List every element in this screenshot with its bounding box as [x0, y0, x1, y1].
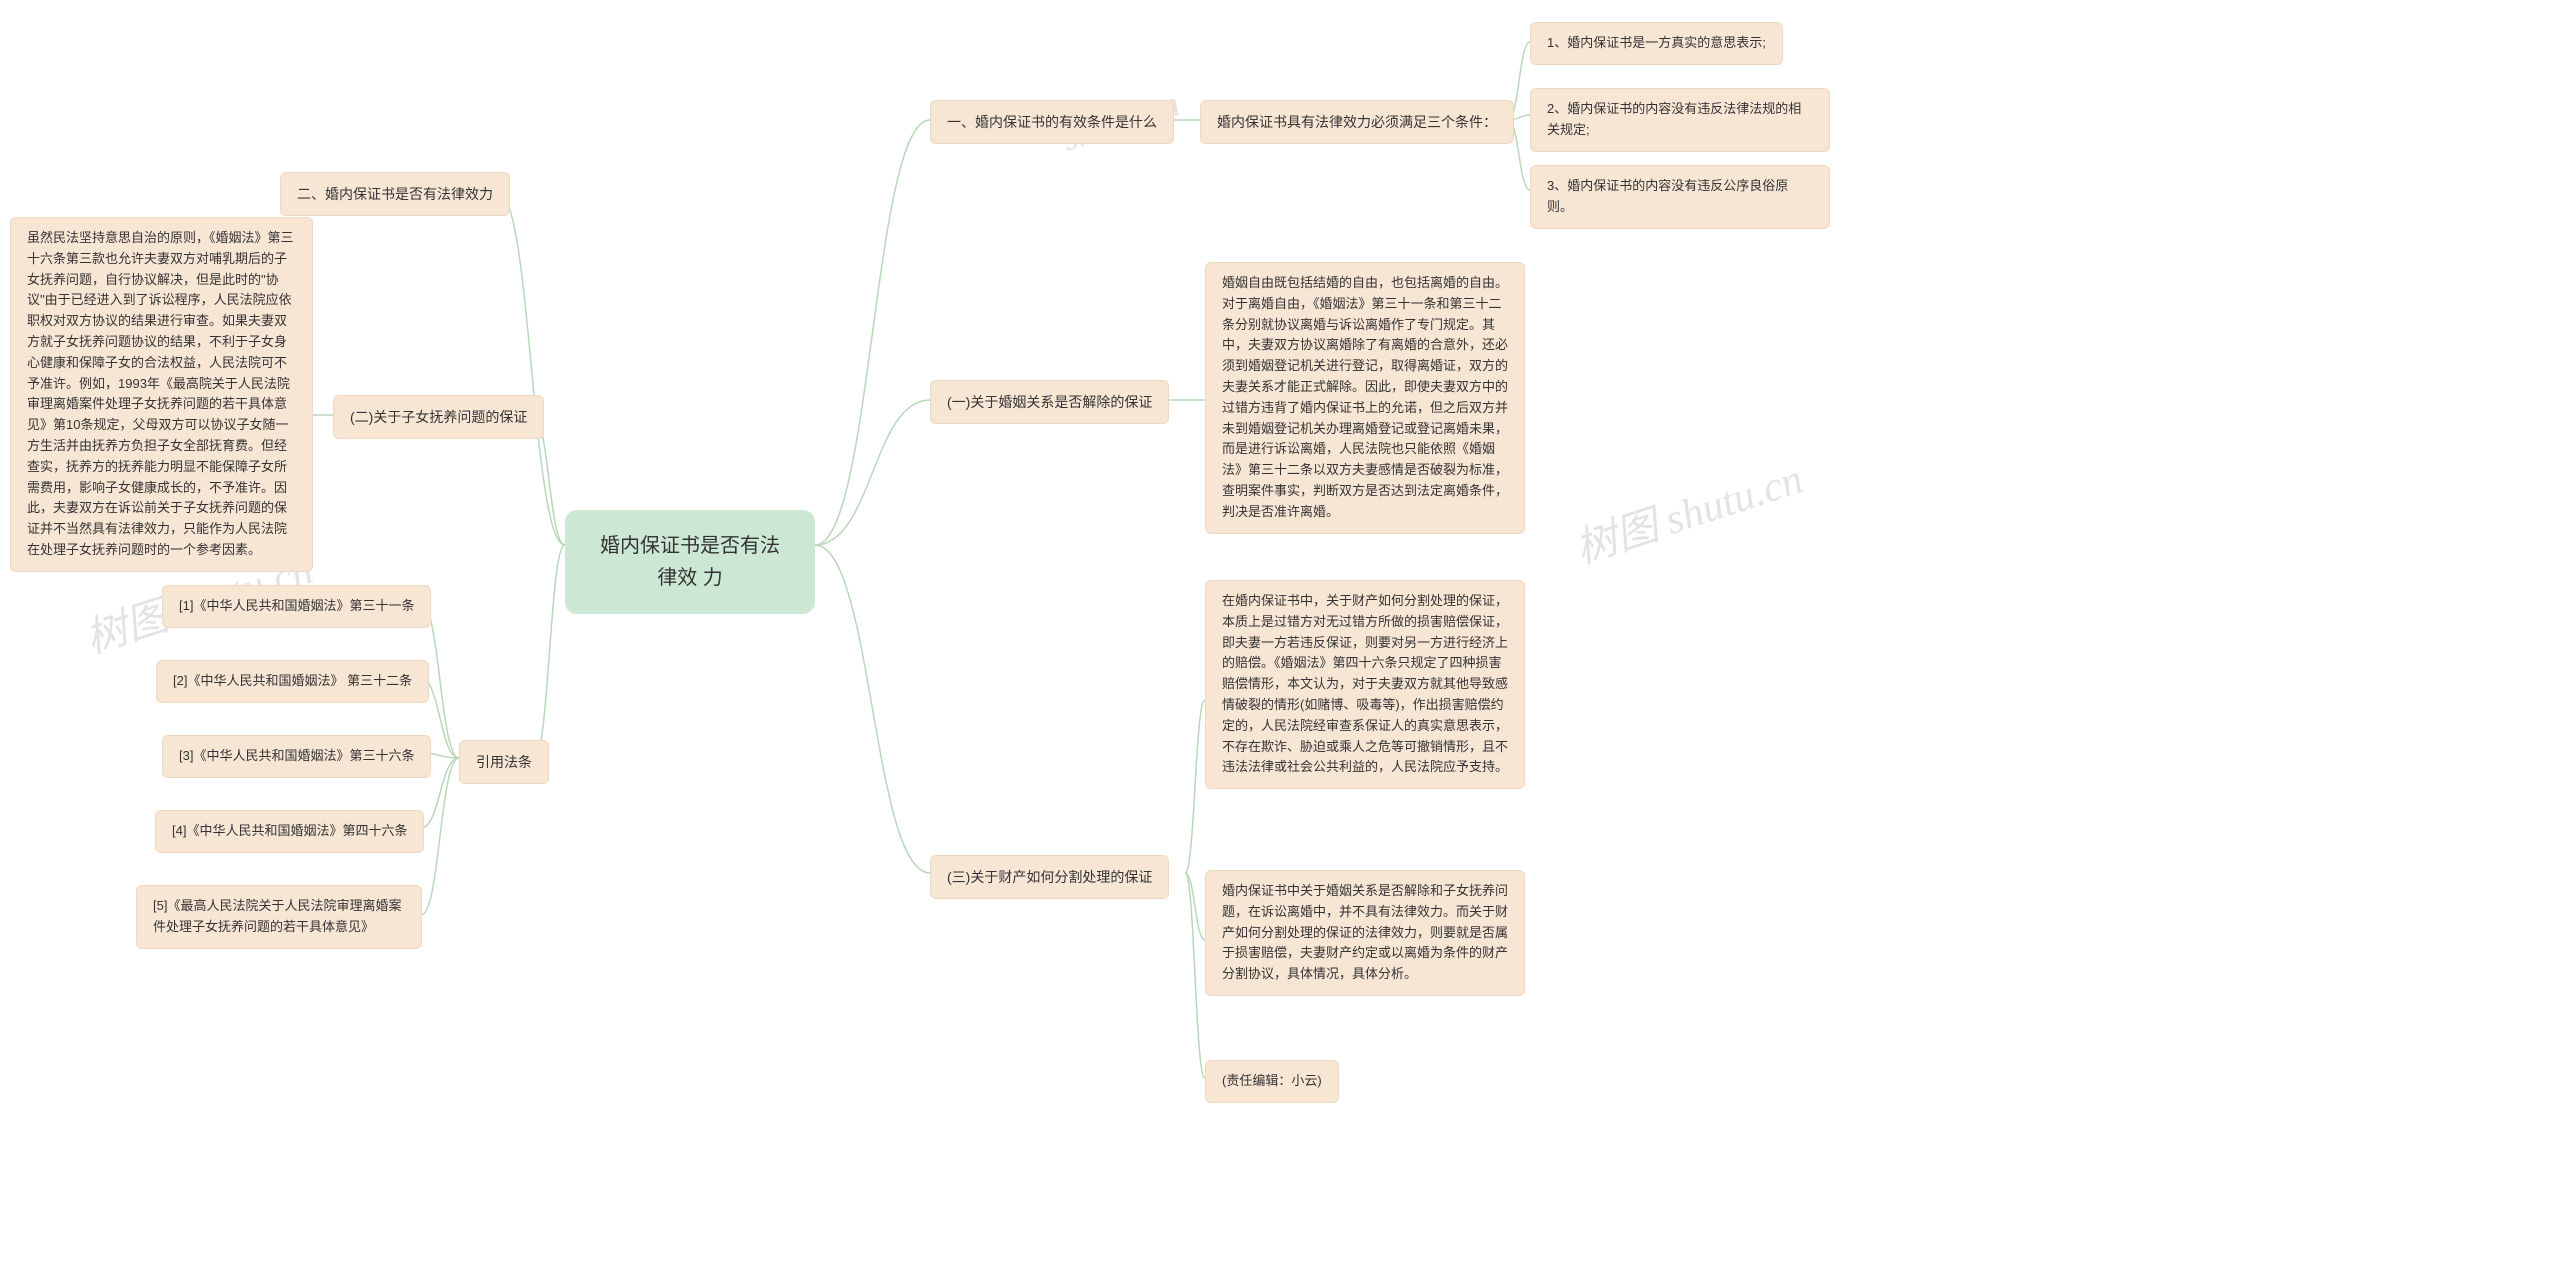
branch-conditions[interactable]: 一、婚内保证书的有效条件是什么 — [930, 100, 1174, 144]
leaf-cite-4[interactable]: [4]《中华人民共和国婚姻法》第四十六条 — [155, 810, 424, 853]
branch-conditions-intro[interactable]: 婚内保证书具有法律效力必须满足三个条件： — [1200, 100, 1514, 144]
leaf-cite-5[interactable]: [5]《最高人民法院关于人民法院审理离婚案件处理子女抚养问题的若干具体意见》 — [136, 885, 422, 949]
branch-legal-effect[interactable]: 二、婚内保证书是否有法律效力 — [280, 172, 510, 216]
leaf-property-2[interactable]: 婚内保证书中关于婚姻关系是否解除和子女抚养问题，在诉讼离婚中，并不具有法律效力。… — [1205, 870, 1525, 996]
leaf-cond-3[interactable]: 3、婚内保证书的内容没有违反公序良俗原则。 — [1530, 165, 1830, 229]
leaf-custody-detail[interactable]: 虽然民法坚持意思自治的原则，《婚姻法》第三十六条第三款也允许夫妻双方对哺乳期后的… — [10, 217, 313, 572]
watermark-3: 树图 shutu.cn — [1566, 445, 1809, 576]
branch-property[interactable]: (三)关于财产如何分割处理的保证 — [930, 855, 1169, 899]
branch-marriage-dissolve[interactable]: (一)关于婚姻关系是否解除的保证 — [930, 380, 1169, 424]
leaf-cite-3[interactable]: [3]《中华人民共和国婚姻法》第三十六条 — [162, 735, 431, 778]
root-node[interactable]: 婚内保证书是否有法律效 力 — [565, 510, 815, 614]
leaf-property-1[interactable]: 在婚内保证书中，关于财产如何分割处理的保证，本质上是过错方对无过错方所做的损害赔… — [1205, 580, 1525, 789]
leaf-marriage-dissolve-detail[interactable]: 婚姻自由既包括结婚的自由，也包括离婚的自由。对于离婚自由，《婚姻法》第三十一条和… — [1205, 262, 1525, 534]
leaf-cond-2[interactable]: 2、婚内保证书的内容没有违反法律法规的相关规定; — [1530, 88, 1830, 152]
branch-custody[interactable]: (二)关于子女抚养问题的保证 — [333, 395, 544, 439]
leaf-editor[interactable]: (责任编辑：小云) — [1205, 1060, 1339, 1103]
branch-citations[interactable]: 引用法条 — [459, 740, 549, 784]
leaf-cite-2[interactable]: [2]《中华人民共和国婚姻法》 第三十二条 — [156, 660, 429, 703]
leaf-cond-1[interactable]: 1、婚内保证书是一方真实的意思表示; — [1530, 22, 1783, 65]
leaf-cite-1[interactable]: [1]《中华人民共和国婚姻法》第三十一条 — [162, 585, 431, 628]
